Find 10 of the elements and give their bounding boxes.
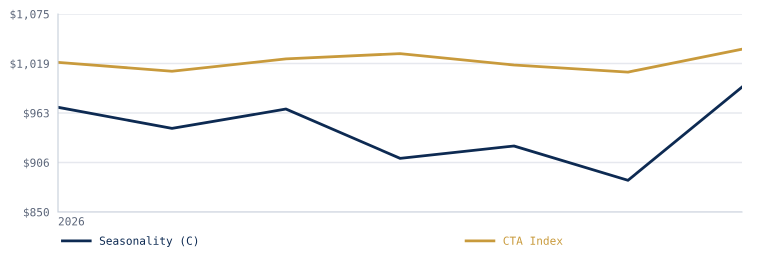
- legend-label: Seasonality (C): [100, 236, 198, 248]
- line-series: [58, 86, 742, 182]
- y-tick-label: $850: [24, 208, 49, 218]
- y-tick-label: $963: [24, 108, 49, 119]
- y-tick-label: $906: [24, 158, 49, 168]
- line-series: [58, 48, 742, 74]
- legend-label: CTA Index: [504, 236, 563, 245]
- y-tick-label: $1,019: [10, 59, 49, 70]
- x-tick-label: 2026: [58, 217, 84, 226]
- y-tick-label: $1,075: [10, 10, 49, 20]
